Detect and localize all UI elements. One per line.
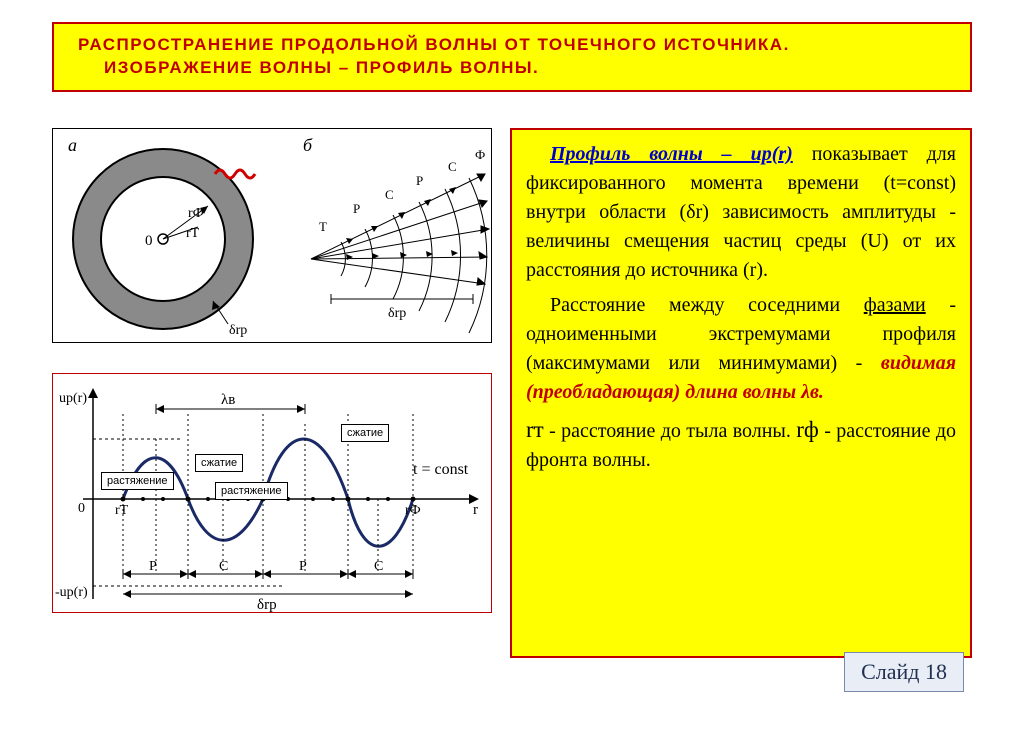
svg-text:Р: Р — [353, 201, 360, 216]
panel-a-label: а — [68, 135, 77, 155]
annot-stretch-2: растяжение — [215, 482, 288, 500]
svg-text:rТ: rТ — [115, 503, 129, 518]
wave-ring: 0 rФ rТ δrр — [73, 149, 255, 338]
svg-text:Т: Т — [319, 219, 327, 234]
svg-text:r: r — [473, 502, 478, 518]
svg-text:0: 0 — [78, 501, 85, 516]
slide-number-badge: Слайд 18 — [844, 652, 964, 692]
r-t-label: rТ — [186, 226, 200, 241]
svg-text:t = const: t = const — [413, 461, 469, 478]
p3-a: - расстояние до тыла волны. — [544, 420, 797, 442]
svg-text:Р: Р — [299, 559, 307, 574]
radiating-arrows: Т Р С Р С Ф δrр — [311, 147, 489, 333]
explanation-text: Профиль волны – uр(r) показывает для фик… — [510, 128, 972, 658]
term-profile: Профиль волны – uр(r) — [550, 143, 793, 165]
svg-text:rФ: rФ — [405, 503, 421, 518]
annot-compress-2: сжатие — [341, 424, 389, 442]
title-line-2: ИЗОБРАЖЕНИЕ ВОЛНЫ – ПРОФИЛЬ ВОЛНЫ. — [78, 58, 539, 77]
p2-a: Расстояние между соседними — [550, 294, 864, 316]
ring-svg: а б 0 rФ rТ δrр — [53, 129, 493, 344]
svg-text:λв: λв — [221, 392, 235, 408]
title-line-1: РАСПРОСТРАНЕНИЕ ПРОДОЛЬНОЙ ВОЛНЫ ОТ ТОЧЕ… — [78, 35, 790, 54]
svg-text:δrр: δrр — [257, 597, 277, 613]
svg-text:Р: Р — [149, 559, 157, 574]
figure-ring-radiation: а б 0 rФ rТ δrр — [52, 128, 492, 343]
svg-text:-uр(r): -uр(r) — [55, 585, 88, 600]
r-phi-label: rФ — [188, 206, 204, 221]
svg-text:С: С — [219, 559, 228, 574]
svg-text:С: С — [385, 187, 394, 202]
svg-text:С: С — [374, 559, 383, 574]
figures-column: а б 0 rФ rТ δrр — [52, 128, 492, 613]
svg-text:С: С — [448, 159, 457, 174]
origin-label: 0 — [145, 233, 153, 249]
p3-rf: rф — [796, 417, 819, 442]
title-box: РАСПРОСТРАНЕНИЕ ПРОДОЛЬНОЙ ВОЛНЫ ОТ ТОЧЕ… — [52, 22, 972, 92]
figure-wave-profile: uр(r) -uр(r) 0 r — [52, 373, 492, 613]
annot-stretch-1: растяжение — [101, 472, 174, 490]
svg-text:Ф: Ф — [475, 147, 485, 162]
p2-phases: фазами — [864, 294, 926, 316]
delta-r-label: δrр — [229, 323, 247, 338]
panel-b-label: б — [303, 135, 313, 155]
annot-compress-1: сжатие — [195, 454, 243, 472]
p3-rt: rт — [526, 417, 544, 442]
svg-text:δrр: δrр — [388, 306, 406, 321]
svg-text:Р: Р — [416, 173, 423, 188]
svg-text:uр(r): uр(r) — [59, 391, 87, 406]
